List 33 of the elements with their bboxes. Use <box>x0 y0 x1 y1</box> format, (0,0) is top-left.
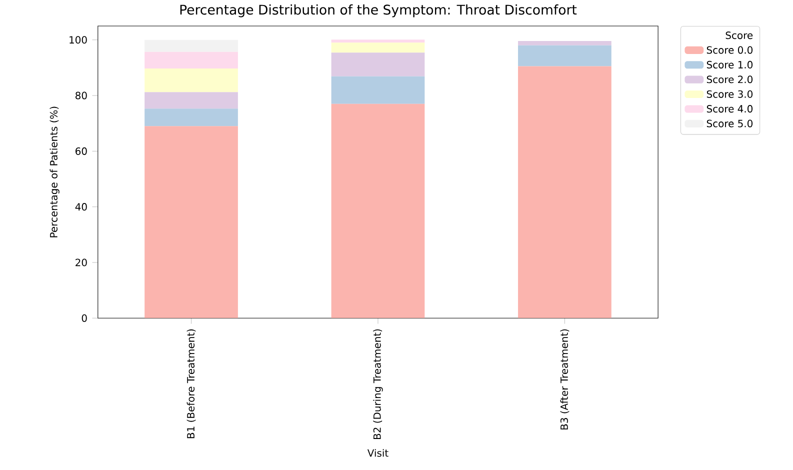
bar <box>331 42 425 53</box>
x-tick-label: B2 (During Treatment) <box>373 329 383 439</box>
bar <box>144 68 238 92</box>
y-tick-label: 0 <box>82 314 87 322</box>
x-tick-label: B3 (After Treatment) <box>560 329 570 430</box>
bar <box>144 52 238 68</box>
bar <box>518 40 612 46</box>
bar <box>518 66 612 318</box>
bar <box>144 92 238 109</box>
bar <box>144 40 238 52</box>
legend-label: Score 1.0 <box>706 60 753 68</box>
legend-label: Score 3.0 <box>706 90 753 98</box>
y-tick-label: 100 <box>70 36 87 44</box>
bar <box>331 104 425 318</box>
x-axis-title: Visit <box>367 449 388 457</box>
bar <box>331 76 425 104</box>
bar <box>144 108 238 126</box>
legend-label: Score 5.0 <box>706 120 753 128</box>
y-tick-label: 40 <box>75 203 87 211</box>
legend-label: Score 4.0 <box>706 105 753 113</box>
legend-label: Score 0.0 <box>706 46 753 54</box>
y-axis-title: Percentage of Patients (%) <box>50 106 60 238</box>
y-tick-label: 80 <box>76 92 87 100</box>
x-tick-label: B1 (Before Treatment) <box>186 329 196 438</box>
y-tick-label: 20 <box>76 258 87 266</box>
bar <box>144 126 238 318</box>
bar <box>331 40 425 43</box>
bar <box>518 45 612 66</box>
bar <box>331 52 425 76</box>
y-tick-label: 60 <box>76 147 87 155</box>
legend-label: Score 2.0 <box>706 76 753 84</box>
chart-title: Percentage Distribution of the Symptom: Throat Discomfort <box>180 4 577 18</box>
legend-title: Score <box>726 32 753 40</box>
